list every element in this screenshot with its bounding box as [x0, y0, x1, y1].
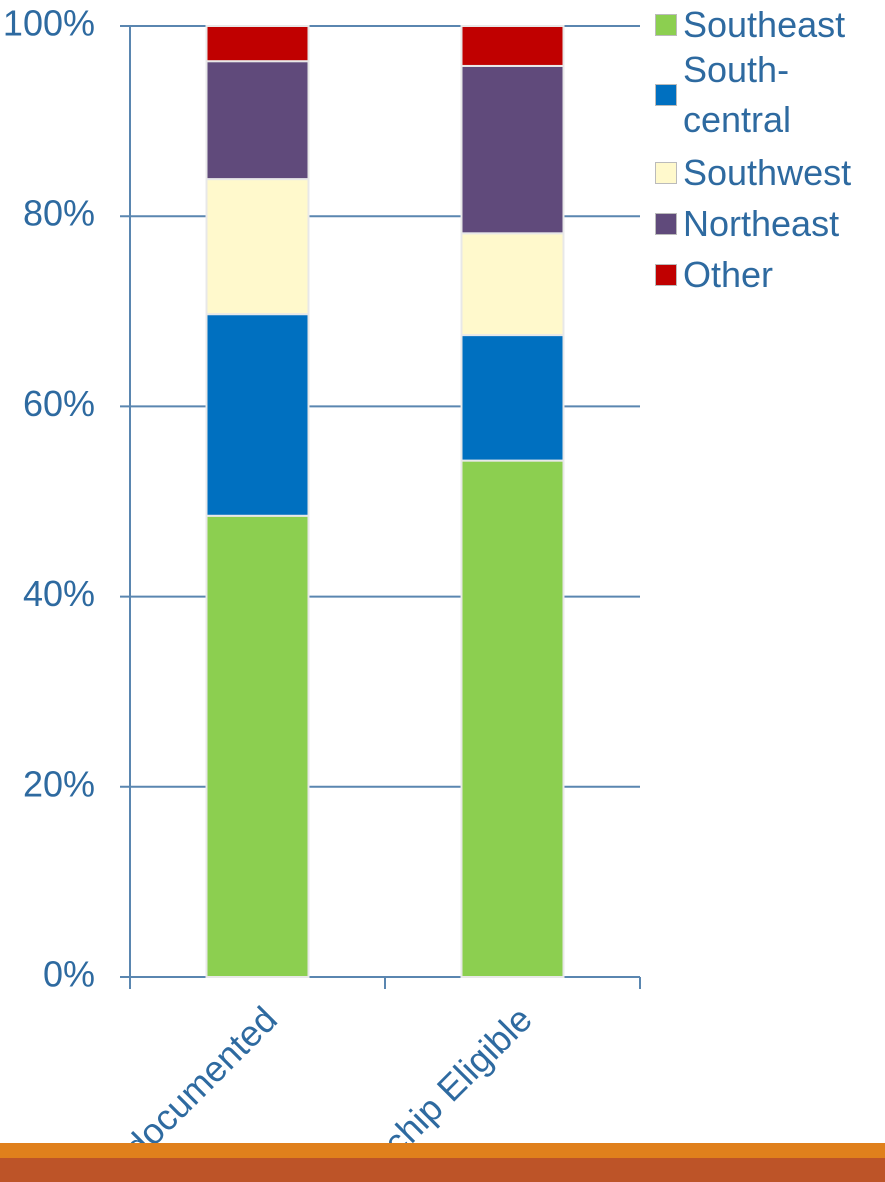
legend-label: Other [683, 254, 774, 295]
y-tick-label: 40% [23, 573, 95, 614]
bar-segment [460, 25, 565, 67]
bar-segment [460, 232, 565, 337]
y-tick-label: 60% [23, 383, 95, 424]
bar-segment [205, 514, 310, 978]
y-tick-label: 100% [3, 3, 95, 44]
footer-band [0, 1158, 885, 1182]
bar-segment [205, 60, 310, 181]
y-tick-label: 0% [43, 954, 95, 995]
legend-label: Northeast [683, 203, 840, 244]
x-tick-label: documented [116, 998, 285, 1167]
legend-item: Southeast [655, 0, 885, 50]
bar-segment [460, 334, 565, 462]
bar-segment [460, 64, 565, 235]
y-tick-label: 80% [23, 193, 95, 234]
bar-segment [205, 25, 310, 63]
legend-swatch [655, 264, 677, 286]
legend-swatch [655, 213, 677, 235]
legend-item: Other [655, 250, 885, 300]
bar-segment [205, 178, 310, 316]
legend-swatch [655, 14, 677, 36]
legend-item: South-central [655, 45, 885, 145]
legend-label: Southeast [683, 4, 846, 45]
legend-swatch [655, 84, 677, 106]
footer-stripe [0, 1143, 885, 1159]
legend-item: Northeast [655, 199, 885, 249]
legend-item: Southwest [655, 148, 885, 198]
bar-segment [205, 313, 310, 517]
legend-label: Southwest [683, 152, 852, 193]
x-tick-label: chip Eligible [375, 998, 540, 1163]
bar-segment [460, 459, 565, 978]
y-tick-label: 20% [23, 763, 95, 804]
legend-swatch [655, 162, 677, 184]
legend-label: South-central [683, 49, 792, 140]
